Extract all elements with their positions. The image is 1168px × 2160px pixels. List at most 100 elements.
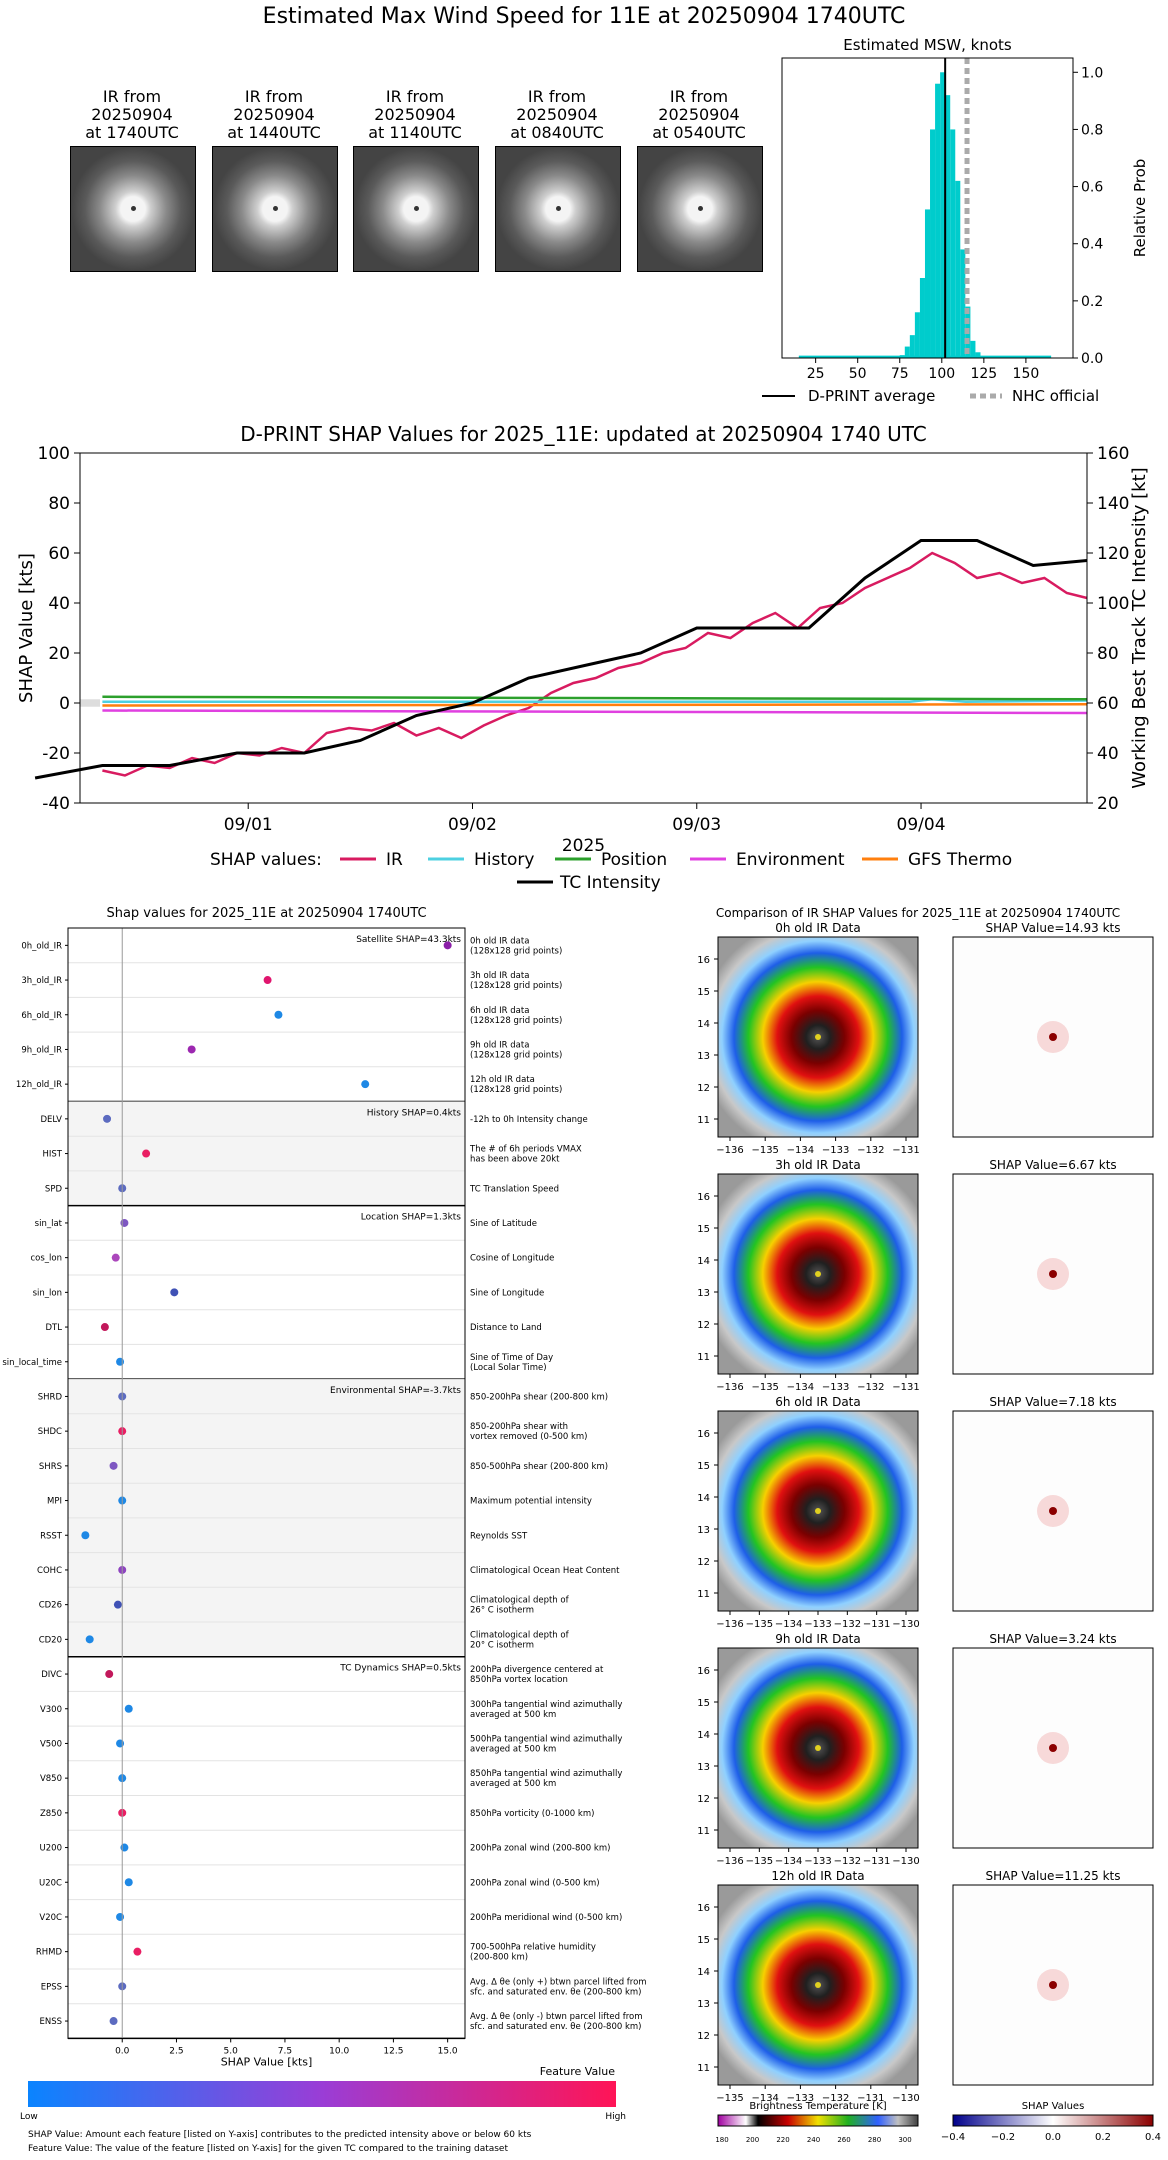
ir-comparison-panels: Comparison of IR SHAP Values for 2025_11… [697,906,1161,2144]
timeseries-title: D-PRINT SHAP Values for 2025_11E: update… [240,422,927,446]
shap-panel-title: SHAP Value=11.25 kts [986,1869,1121,1883]
bt-colorbar-tick: 300 [898,2136,911,2144]
ir-x-tick-label: −132 [834,1856,861,1867]
feature-name: SPD [45,1184,63,1194]
feature-description: 850-200hPa shear with [470,1422,568,1432]
feature-chart-title: Shap values for 2025_11E at 20250904 174… [106,906,426,921]
feature-shap-point [443,941,452,950]
feature-shap-point [113,1600,122,1609]
feature-shap-point [109,2017,118,2026]
feature-name: V300 [40,1705,62,1715]
feature-description: 3h old IR data [470,971,529,981]
shap-panel-center [1049,1744,1057,1752]
feature-description: vortex removed (0-500 km) [470,1432,587,1442]
ir-y-tick-label: 13 [697,1051,710,1062]
ir-thumbnail-image [353,146,479,272]
feature-description: (128x128 grid points) [470,1085,562,1095]
ir-x-tick-label: −134 [787,1145,814,1156]
histogram-bar [960,249,966,358]
feature-name: cos_lon [30,1254,62,1264]
feature-description: Reynolds SST [470,1531,528,1541]
feature-name: ENSS [39,2017,62,2027]
bt-colorbar-tick: 260 [837,2136,850,2144]
histogram-bar [899,355,905,358]
ir-x-tick-label: −133 [822,1382,849,1393]
y-tick-label: 60 [48,544,70,564]
ir-y-tick-label: 14 [697,1967,710,1978]
footnote-feature: Feature Value: The value of the feature … [28,2144,508,2154]
thumbnail-caption-line: at 1740UTC [85,123,179,142]
feature-shap-point [120,1218,129,1227]
y-tick-label: 100 [38,444,70,464]
y2-tick-label: 100 [1097,594,1129,614]
feature-name: V500 [40,1739,62,1749]
y2-tick-label: 80 [1097,644,1119,664]
feature-name: 12h_old_IR [16,1080,62,1090]
shap-colorbar-tick: −0.4 [941,2132,965,2143]
ir-panel-title: 12h old IR Data [771,1869,864,1883]
feature-shap-point [116,1357,125,1366]
y-tick-label: 0.2 [1081,294,1103,310]
ir-thumbnail-image [212,146,338,272]
ir-y-tick-label: 16 [697,1666,710,1677]
ir-y-tick-label: 14 [697,1256,710,1267]
feature-description: Sine of Longitude [470,1288,544,1298]
ir-panel-title: 9h old IR Data [775,1632,861,1646]
ir-y-tick-label: 13 [697,1525,710,1536]
y-tick-label: 0 [59,694,70,714]
y2-tick-label: 160 [1097,444,1129,464]
feature-description: 26° C isotherm [470,1606,534,1616]
feature-name: V20C [39,1913,62,1923]
legend-label-nhc: NHC official [1012,387,1099,405]
group-shap-label: History SHAP=0.4kts [367,1109,462,1119]
feature-name: U20C [39,1878,62,1888]
feature-description: 20° C isotherm [470,1640,534,1650]
thumbnail-caption: IR from 20250904 at 0840UTC [492,88,622,142]
legend-label: Position [601,850,667,870]
feature-shap-point [187,1045,196,1054]
shap-colorbar [952,2114,1154,2127]
bt-colorbar-tick: 220 [776,2136,789,2144]
feature-shap-point [124,1878,133,1887]
ir-thumbnail-image [70,146,196,272]
feature-description: 300hPa tangential wind azimuthally [470,1700,622,1710]
histogram-bar [919,278,925,358]
feature-name: 0h_old_IR [21,941,62,951]
ir-panel-title: 3h old IR Data [775,1158,861,1172]
feature-description: Sine of Latitude [470,1219,537,1229]
feature-description: 200hPa zonal wind (0-500 km) [470,1878,600,1888]
y-tick-label: 1.0 [1081,65,1103,81]
thumbnail-caption-line: IR from [244,87,304,106]
thumbnail-caption-line: IR from [527,87,587,106]
storm-eye [815,1745,821,1751]
ir-y-tick-label: 12 [697,1083,710,1094]
x-tick-label: 125 [970,366,997,382]
ir-x-tick-label: −131 [892,1145,919,1156]
histogram-bar [975,352,981,358]
shap-panel-title: SHAP Value=14.93 kts [986,921,1121,935]
ir-x-tick-label: −131 [857,2093,884,2104]
x-tick-label: 15.0 [438,2046,458,2056]
feature-description: Distance to Land [470,1323,542,1333]
ir-y-tick-label: 13 [697,1999,710,2010]
shap-panel-center [1049,1507,1057,1515]
ir-y-tick-label: 13 [697,1288,710,1299]
feature-name: CD26 [39,1601,62,1611]
legend-label: Environment [736,850,845,870]
ir-y-tick-label: 16 [697,1429,710,1440]
feature-name: 9h_old_IR [21,1045,62,1055]
series-line-environment [102,709,1088,715]
x-tick-label: 09/02 [448,815,497,835]
shap-panel-center [1049,1033,1057,1041]
x-tick-label: 2.5 [169,2046,183,2056]
thumbnail-caption-line: at 0840UTC [510,123,604,142]
feature-description: Sine of Time of Day [470,1353,553,1363]
feature-description: -12h to 0h Intensity change [470,1115,588,1125]
ir-x-tick-label: −132 [857,1145,884,1156]
ir-thumbnail-image [637,146,763,272]
ir-y-tick-label: 11 [697,1826,710,1837]
feature-description: 850hPa vortex location [470,1675,568,1685]
ir-y-tick-label: 16 [697,955,710,966]
legend-label-dprint: D-PRINT average [808,387,935,405]
feature-name: SHRS [39,1462,62,1472]
